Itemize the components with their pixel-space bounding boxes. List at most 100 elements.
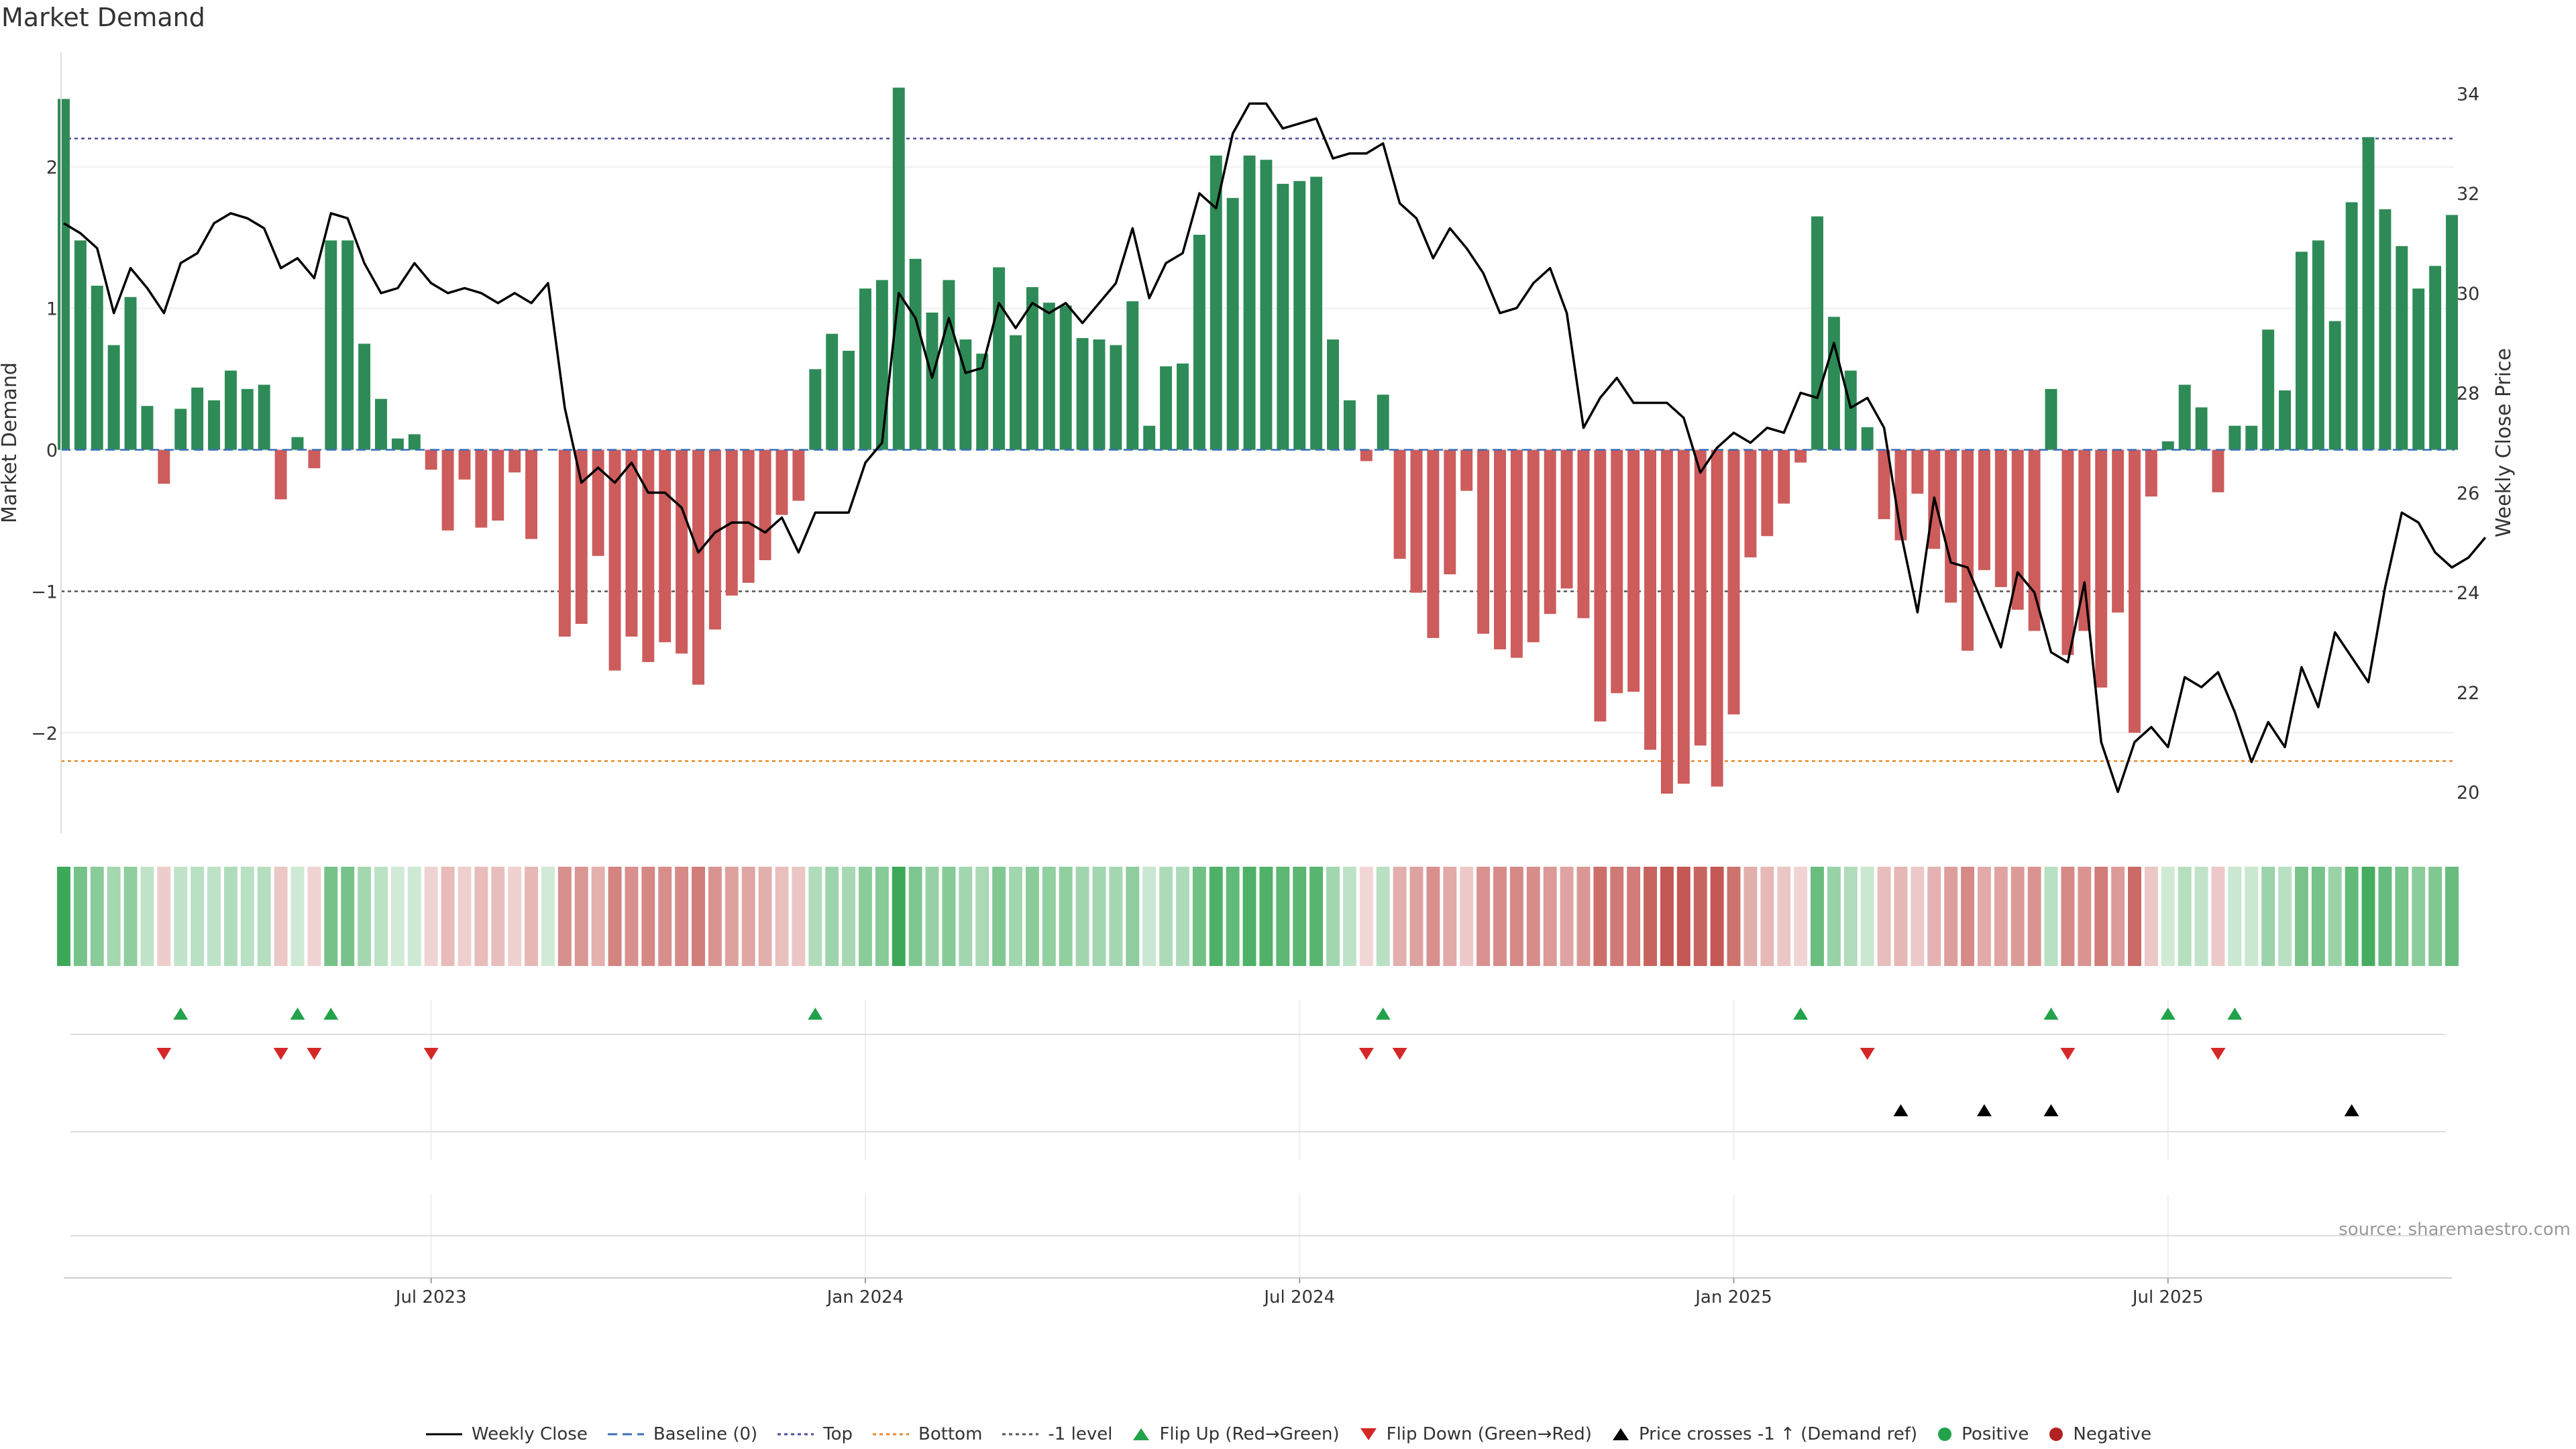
heat-cell [1894, 867, 1908, 966]
y2-tick-label: 26 [2457, 483, 2479, 504]
demand-bars [58, 87, 2458, 794]
heat-cell [1860, 867, 1874, 966]
demand-bar [792, 449, 805, 501]
demand-bar [2245, 425, 2258, 450]
demand-bar [575, 449, 588, 624]
source-note: source: sharemaestro.com [2339, 1220, 2571, 1240]
heat-cell [2395, 867, 2409, 966]
heat-cell [207, 867, 221, 966]
demand-bar [1427, 449, 1440, 639]
legend-label: Price crosses -1 ↑ (Demand ref) [1638, 1424, 1918, 1444]
flip-up-marker [173, 1008, 189, 1020]
heat-cell [2278, 867, 2292, 966]
legend-label: Flip Down (Green→Red) [1386, 1424, 1592, 1444]
heat-cell [1109, 867, 1123, 966]
demand-bar [1778, 449, 1790, 504]
heat-cell [1075, 867, 1089, 966]
heat-cell [1009, 867, 1022, 966]
demand-bar [592, 449, 604, 556]
heat-cell [1126, 867, 1140, 966]
legend-item-minus-one: -1 level [1001, 1424, 1112, 1444]
heat-cell [1142, 867, 1157, 966]
legend-label: Baseline (0) [653, 1424, 758, 1444]
heat-cell [57, 867, 70, 966]
demand-heat-strip [57, 867, 2459, 966]
event-markers [70, 1008, 2445, 1236]
heat-cell [441, 867, 455, 966]
demand-bar [1193, 234, 1205, 450]
heat-cell [157, 867, 171, 966]
demand-bar [976, 354, 989, 450]
heat-cell [808, 867, 822, 966]
demand-bar [642, 449, 655, 662]
demand-bar [1727, 449, 1740, 714]
demand-bar [107, 345, 120, 450]
heat-cell [792, 867, 806, 966]
heat-cell [358, 867, 372, 966]
demand-bar [1744, 449, 1757, 557]
flip-down-marker [307, 1048, 322, 1060]
demand-bar [1460, 449, 1473, 491]
demand-bar [1577, 449, 1590, 619]
heat-cell [341, 867, 355, 966]
heat-cell [1259, 867, 1273, 966]
heat-cell [1226, 867, 1240, 966]
heat-cell [2361, 867, 2375, 966]
demand-bar [2178, 384, 2191, 450]
heat-cell [2010, 867, 2025, 966]
circle-icon [1938, 1428, 1952, 1441]
demand-bar [1711, 449, 1723, 787]
heat-cell [2161, 867, 2175, 966]
demand-bar [141, 406, 154, 450]
demand-bar [1327, 339, 1339, 450]
heat-cell [2228, 867, 2242, 966]
heat-cell [1209, 867, 1223, 966]
demand-bar [1611, 449, 1623, 694]
heat-cell [1242, 867, 1256, 966]
heat-cell [458, 867, 472, 966]
line-dashed-icon [607, 1433, 644, 1436]
demand-bar [1544, 449, 1556, 614]
heat-cell [625, 867, 639, 966]
y-tick-label: 2 [46, 158, 58, 178]
heat-cell [1326, 867, 1340, 966]
demand-bar [909, 258, 922, 450]
demand-bar [391, 438, 404, 450]
heat-cell [1627, 867, 1641, 966]
axes-layer: −2 −1 0 1 2 20 22 24 26 28 30 32 34 [31, 52, 2479, 833]
line-dotted-icon [777, 1433, 814, 1436]
heat-cell [1293, 867, 1307, 966]
heat-cell [2211, 867, 2225, 966]
heat-cell [140, 867, 154, 966]
demand-bar [2295, 252, 2308, 450]
demand-bar [158, 449, 170, 484]
demand-bar [1310, 176, 1323, 450]
heat-cell [1760, 867, 1774, 966]
legend-item-negative: Negative [2047, 1424, 2151, 1444]
x-tick-label: Jul 2024 [1263, 1287, 1335, 1307]
demand-bar [943, 280, 955, 450]
y-tick-label: 0 [46, 441, 58, 462]
demand-bar [1761, 449, 1774, 537]
heat-cell [1660, 867, 1674, 966]
demand-bar [2262, 329, 2275, 450]
demand-bar [208, 400, 221, 450]
heat-cell [307, 867, 321, 966]
y2-tick-label: 28 [2457, 384, 2479, 405]
demand-bar [1293, 180, 1306, 450]
demand-bar [1627, 449, 1640, 692]
demand-bar [892, 87, 905, 450]
heat-cell [1543, 867, 1557, 966]
demand-bar [2161, 441, 2174, 450]
heat-cell [2445, 867, 2459, 966]
demand-bar [1494, 449, 1506, 649]
heat-cell [374, 867, 388, 966]
heat-cell [1509, 867, 1523, 966]
demand-bar [2312, 240, 2324, 450]
demand-bar [1794, 449, 1807, 463]
price-cross-marker [2344, 1104, 2359, 1116]
heat-cell [2345, 867, 2359, 966]
demand-bar [308, 449, 321, 468]
heat-cell [1777, 867, 1791, 966]
heat-cell [992, 867, 1006, 966]
